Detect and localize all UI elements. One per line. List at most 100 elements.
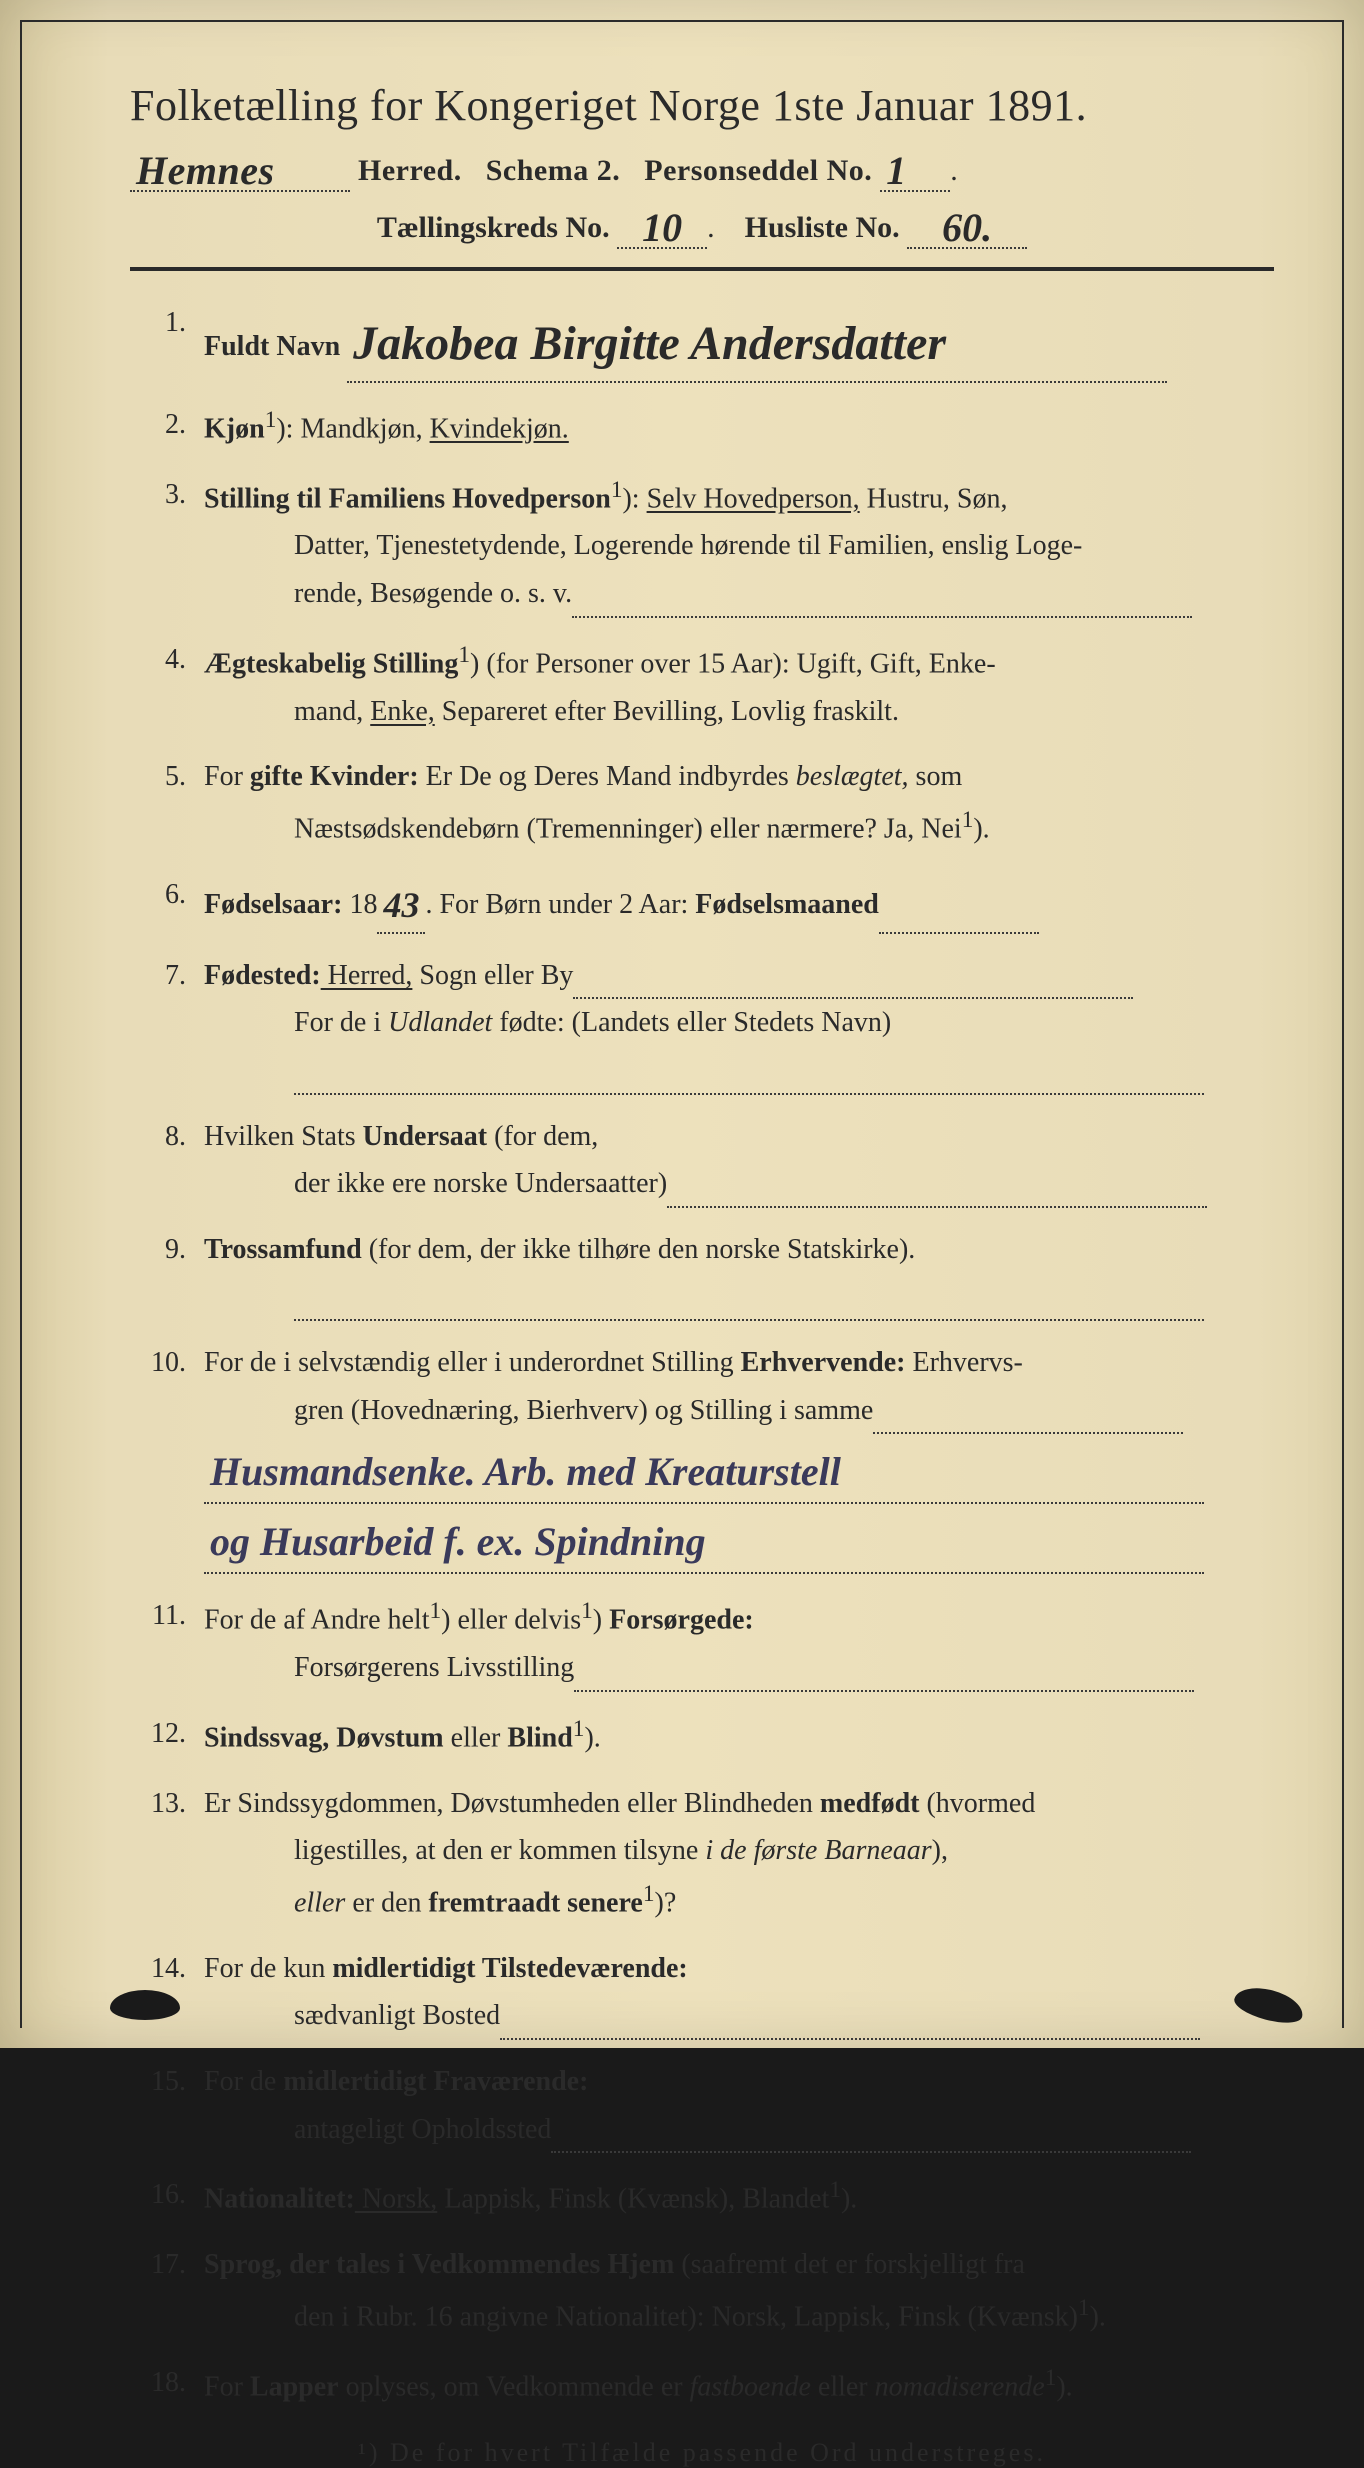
text: Er De og Deres Mand indbyrdes	[419, 761, 796, 792]
dotted-fill	[879, 903, 1039, 934]
label-lapper: Lapper	[250, 2371, 339, 2402]
header-line-1: Hemnes Herred. Schema 2. Personseddel No…	[130, 143, 1274, 192]
label-fodested: Fødested:	[204, 960, 321, 991]
item-num: 16.	[140, 2171, 204, 2223]
schema-label: Schema 2.	[486, 154, 621, 187]
item-num: 6.	[140, 871, 204, 934]
label-fremtraadt: fremtraadt senere	[429, 1887, 643, 1918]
text: der ikke ere norske Undersaatter)	[294, 1168, 667, 1199]
label-erhvervende: Erhvervende:	[741, 1347, 906, 1378]
item-18: 18. For Lapper oplyses, om Vedkommende e…	[140, 2359, 1274, 2411]
herred-handwriting: Hemnes	[136, 148, 275, 193]
text: ),	[932, 1835, 948, 1866]
item-num: 9.	[140, 1226, 204, 1321]
item-8: 8. Hvilken Stats Undersaat (for dem, der…	[140, 1113, 1274, 1208]
text: ).	[973, 813, 989, 844]
item-6: 6. Fødselsaar: 1843. For Børn under 2 Aa…	[140, 871, 1274, 934]
item-17: 17. Sprog, der tales i Vedkommendes Hjem…	[140, 2241, 1274, 2341]
herred-underlined: Herred,	[321, 960, 413, 991]
text: ).	[841, 2183, 857, 2214]
ital: nomadiserende	[875, 2371, 1045, 2402]
text: ).	[1090, 2301, 1106, 2332]
item-num: 4.	[140, 636, 204, 736]
sup: 1	[962, 807, 974, 833]
item-5: 5. For gifte Kvinder: Er De og Deres Man…	[140, 753, 1274, 853]
label-aegteskab: Ægteskabelig Stilling	[204, 648, 458, 679]
herred-label: Herred.	[358, 154, 462, 187]
item-15: 15. For de midlertidigt Fraværende: anta…	[140, 2058, 1274, 2153]
paper-damage-left	[110, 1990, 180, 2020]
dotted-fill	[551, 2122, 1191, 2153]
label-gifte-kvinder: gifte Kvinder:	[250, 761, 419, 792]
sup: 1	[643, 1881, 655, 1907]
enke-underlined: Enke,	[370, 696, 435, 727]
dotted-fill	[500, 2009, 1200, 2040]
form-items: 1. Fuldt Navn Jakobea Birgitte Andersdat…	[140, 299, 1274, 2410]
item-2: 2. Kjøn1): Mandkjøn, Kvindekjøn.	[140, 401, 1274, 453]
item-14: 14. For de kun midlertidigt Tilstedevære…	[140, 1945, 1274, 2040]
label-undersaat: Undersaat	[363, 1121, 487, 1152]
border-left	[20, 20, 22, 2028]
item-9: 9. Trossamfund (for dem, der ikke tilhør…	[140, 1226, 1274, 1321]
item-num: 2.	[140, 401, 204, 453]
sup: 1	[430, 1598, 442, 1624]
text: eller	[444, 1722, 508, 1753]
item-num: 3.	[140, 471, 204, 618]
ital: eller	[294, 1887, 345, 1918]
label-sprog: Sprog, der tales i Vedkommendes Hjem	[204, 2249, 674, 2280]
occupation-hw-2: og Husarbeid f. ex. Spindning	[210, 1519, 706, 1564]
label-kjon: Kjøn	[204, 413, 265, 444]
text: Sogn eller By	[412, 960, 573, 991]
text: sædvanligt Bosted	[294, 2000, 500, 2031]
main-title: Folketælling for Kongeriget Norge 1ste J…	[130, 80, 1274, 131]
cont-line: Datter, Tjenestetydende, Logerende høren…	[204, 522, 1274, 570]
text: Erhvervs-	[905, 1347, 1022, 1378]
text: Hustru, Søn,	[860, 483, 1008, 514]
label-trossamfund: Trossamfund	[204, 1234, 362, 1265]
item-1: 1. Fuldt Navn Jakobea Birgitte Andersdat…	[140, 299, 1274, 383]
label-stilling: Stilling til Familiens Hovedperson	[204, 483, 611, 514]
text: Separeret efter Bevilling, Lovlig fraski…	[435, 696, 899, 727]
item-num: 12.	[140, 1710, 204, 1762]
kreds-no-hw: 10	[642, 205, 682, 250]
text: For	[204, 761, 250, 792]
item-12: 12. Sindssvag, Døvstum eller Blind1).	[140, 1710, 1274, 1762]
text: For de i	[294, 1007, 388, 1038]
sup: 1	[1078, 2295, 1090, 2321]
item-num: 1.	[140, 299, 204, 383]
text: For de af Andre helt	[204, 1605, 430, 1636]
item-3: 3. Stilling til Familiens Hovedperson1):…	[140, 471, 1274, 618]
dotted-fill	[667, 1177, 1207, 1208]
person-no-hw: 1	[886, 148, 907, 193]
text: (for dem, der ikke tilhøre den norske St…	[362, 1234, 916, 1265]
ital: fastboende	[690, 2371, 811, 2402]
sup: 1	[458, 642, 470, 668]
sup: 1	[265, 407, 277, 433]
text: ) eller delvis	[441, 1605, 581, 1636]
dotted-fill	[873, 1403, 1183, 1434]
husliste-label: Husliste No.	[745, 211, 900, 244]
text: gren (Hovednæring, Bierhverv) og Stillin…	[294, 1395, 873, 1426]
text: ligestilles, at den er kommen tilsyne	[294, 1835, 705, 1866]
sup: 1	[573, 1716, 585, 1742]
text: Forsørgerens Livsstilling	[294, 1652, 574, 1683]
item-num: 8.	[140, 1113, 204, 1208]
text: den i Rubr. 16 angivne Nationalitet): No…	[294, 2301, 1078, 2332]
text: )?	[655, 1887, 677, 1918]
norsk-underlined: Norsk,	[355, 2183, 437, 2214]
label-nationalitet: Nationalitet:	[204, 2183, 355, 2214]
item-16: 16. Nationalitet: Norsk, Lappisk, Finsk …	[140, 2171, 1274, 2223]
text: er den	[345, 1887, 428, 1918]
item-num: 11.	[140, 1592, 204, 1692]
text: ).	[584, 1722, 600, 1753]
item-num: 18.	[140, 2359, 204, 2411]
item-4: 4. Ægteskabelig Stilling1) (for Personer…	[140, 636, 1274, 736]
personseddel-label: Personseddel No.	[644, 154, 872, 187]
text: For de i selvstændig eller i underordnet…	[204, 1347, 741, 1378]
item-num: 5.	[140, 753, 204, 853]
sup: 1	[611, 477, 623, 503]
ital: beslægtet,	[796, 761, 909, 792]
text: eller	[811, 2371, 875, 2402]
footnote: ¹) De for hvert Tilfælde passende Ord un…	[130, 2438, 1274, 2468]
label-forsorgede: Forsørgede:	[609, 1605, 754, 1636]
